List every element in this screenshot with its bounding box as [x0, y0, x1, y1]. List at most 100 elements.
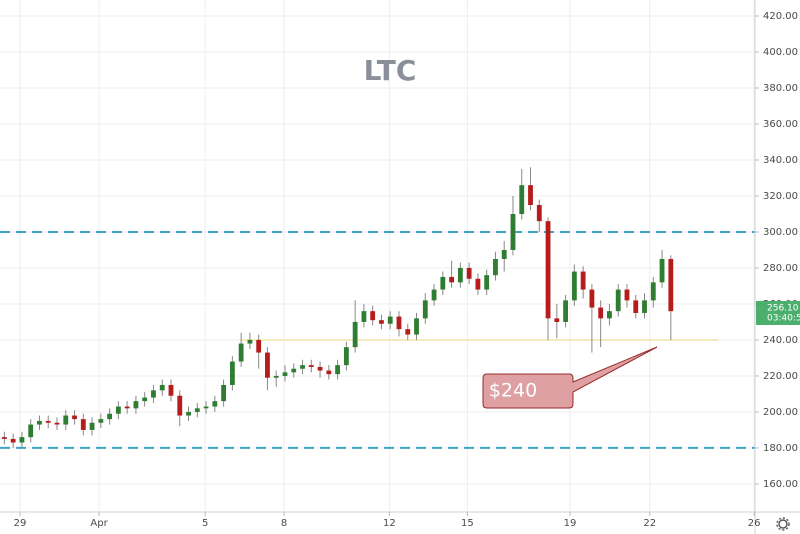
- candle-body: [229, 361, 235, 385]
- y-tick-label: 360.00: [763, 119, 798, 130]
- candle-body: [650, 282, 656, 301]
- y-tick-label: 340.00: [763, 155, 798, 166]
- countdown: 03:40:56: [767, 313, 800, 323]
- candle-body: [370, 311, 376, 321]
- candle-body: [238, 343, 244, 362]
- y-tick-label: 160.00: [763, 479, 798, 490]
- candle-body: [484, 275, 490, 290]
- x-tick-label: Apr: [90, 518, 108, 529]
- candle-body: [19, 437, 25, 443]
- candle-body: [37, 420, 42, 425]
- y-tick-label: 200.00: [763, 407, 798, 418]
- candle-body: [422, 300, 428, 319]
- candle-body: [501, 249, 507, 259]
- candle-body: [536, 204, 542, 222]
- candle-body: [615, 289, 621, 312]
- candle-body: [300, 365, 305, 369]
- candle-body: [54, 422, 60, 425]
- candle-body: [326, 370, 332, 375]
- candle-body: [159, 384, 165, 391]
- candle-body: [431, 289, 437, 301]
- candle-body: [142, 397, 148, 402]
- candle-body: [335, 365, 341, 375]
- candle-body: [221, 384, 227, 402]
- candle-body: [563, 300, 569, 322]
- y-tick-label: 400.00: [763, 47, 798, 58]
- candle-body: [80, 419, 86, 430]
- candle-body: [115, 406, 121, 414]
- candle-body: [265, 352, 270, 378]
- candle-body: [361, 311, 367, 322]
- candle-body: [151, 390, 156, 398]
- candle-body: [633, 300, 639, 313]
- candle-body: [186, 411, 191, 416]
- candle-body: [598, 307, 604, 319]
- candle-body: [212, 401, 218, 407]
- candle-body: [510, 213, 516, 250]
- y-tick-label: 180.00: [763, 443, 798, 454]
- candle-body: [642, 300, 647, 313]
- x-tick-label: 26: [748, 518, 761, 529]
- x-tick-label: 15: [461, 518, 474, 529]
- candle-body: [273, 375, 279, 378]
- candle-body: [352, 321, 358, 348]
- x-tick-label: 5: [202, 518, 208, 529]
- candle-body: [580, 271, 586, 290]
- candle-body: [659, 258, 665, 283]
- candle-body: [379, 320, 384, 324]
- y-tick-label: 300.00: [763, 227, 798, 238]
- candle-body: [308, 365, 314, 367]
- candle-body: [554, 318, 560, 322]
- candle-body: [414, 318, 419, 335]
- x-tick-label: 12: [383, 518, 396, 529]
- candle-body: [256, 339, 262, 353]
- candle-body: [107, 413, 113, 420]
- candle-body: [168, 384, 174, 396]
- x-tick-label: 22: [643, 518, 656, 529]
- settings-icon[interactable]: [776, 517, 790, 531]
- candle-body: [607, 311, 612, 319]
- x-tick-label: 19: [564, 518, 577, 529]
- candle-body: [89, 422, 95, 430]
- candle-body: [203, 406, 209, 409]
- candle-body: [457, 267, 463, 283]
- price-label: 256.10: [767, 303, 799, 313]
- candle-body: [63, 415, 69, 425]
- y-tick-label: 380.00: [763, 83, 798, 94]
- candle-body: [282, 372, 288, 376]
- candle-body: [571, 271, 577, 301]
- x-tick-label: 8: [281, 518, 287, 529]
- candle-body: [493, 258, 498, 276]
- y-tick-label: 220.00: [763, 371, 798, 382]
- y-tick-label: 280.00: [763, 263, 798, 274]
- candle-body: [28, 424, 34, 438]
- candle-body: [475, 278, 481, 290]
- chart-title: LTC: [364, 54, 417, 87]
- price-label-box: [756, 300, 800, 325]
- candle-body: [387, 316, 393, 324]
- candle-body: [466, 267, 472, 279]
- candle-body: [668, 258, 674, 312]
- candle-body: [1, 437, 7, 439]
- candle-body: [45, 420, 51, 423]
- candle-body: [440, 276, 446, 290]
- candle-body: [98, 419, 104, 423]
- candle-body: [194, 408, 200, 412]
- candle-body: [72, 415, 77, 420]
- candle-body: [396, 316, 402, 330]
- callout-label: $240: [489, 380, 537, 402]
- candle-body: [291, 368, 297, 373]
- candle-body: [545, 221, 551, 319]
- candle-body: [247, 339, 253, 344]
- candle-body: [405, 329, 411, 335]
- x-tick-label: 29: [14, 518, 27, 529]
- y-tick-label: 240.00: [763, 335, 798, 346]
- candle-body: [519, 185, 525, 214]
- candle-body: [317, 366, 323, 371]
- candle-body: [124, 406, 130, 409]
- y-tick-label: 420.00: [763, 11, 798, 22]
- candle-body: [449, 276, 455, 283]
- candle-body: [528, 185, 533, 205]
- candle-body: [133, 401, 139, 409]
